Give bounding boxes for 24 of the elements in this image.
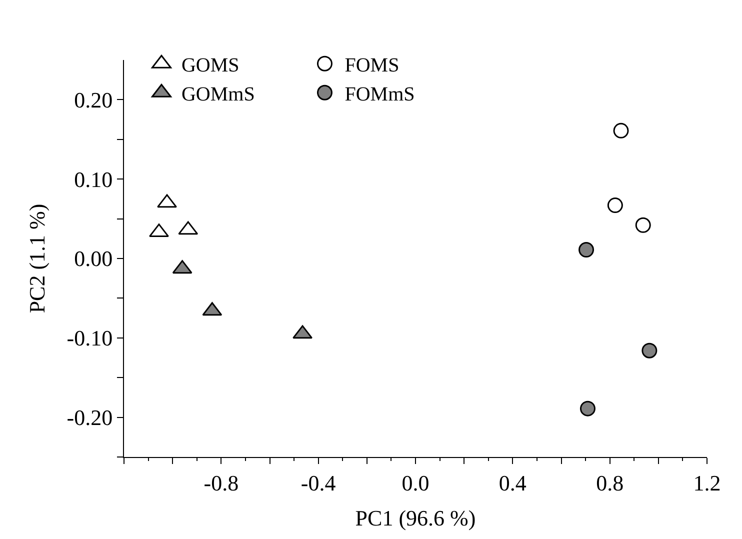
point — [578, 242, 594, 258]
y-tick-label: 0.20 — [74, 87, 113, 112]
legend-label: FOMS — [344, 54, 400, 76]
point — [580, 400, 596, 416]
point — [613, 122, 629, 138]
y-tick-label: -0.10 — [66, 326, 113, 351]
y-axis-title: PC2 (1.1 %) — [24, 204, 50, 314]
point — [157, 194, 177, 208]
y-tick-label: 0.10 — [74, 166, 113, 192]
x-axis-title: PC1 (96.6 %) — [355, 505, 476, 530]
legend-label: GOMmS — [181, 83, 255, 106]
point — [635, 217, 651, 233]
y-tick-label: -0.20 — [66, 405, 113, 430]
x-tick-label: 1.2 — [693, 470, 721, 496]
x-tick-label: -0.4 — [300, 470, 336, 496]
legend-label: GOMS — [181, 54, 240, 76]
point — [642, 342, 658, 358]
x-tick-label: 0.8 — [596, 470, 624, 496]
x-tick-label: 0.4 — [498, 470, 526, 496]
legend-label: FOMmS — [344, 83, 415, 106]
y-tick-label: 0.00 — [74, 246, 113, 272]
x-tick-label: -0.8 — [204, 470, 239, 496]
point — [607, 198, 623, 214]
x-tick-label: 0.0 — [402, 470, 430, 496]
